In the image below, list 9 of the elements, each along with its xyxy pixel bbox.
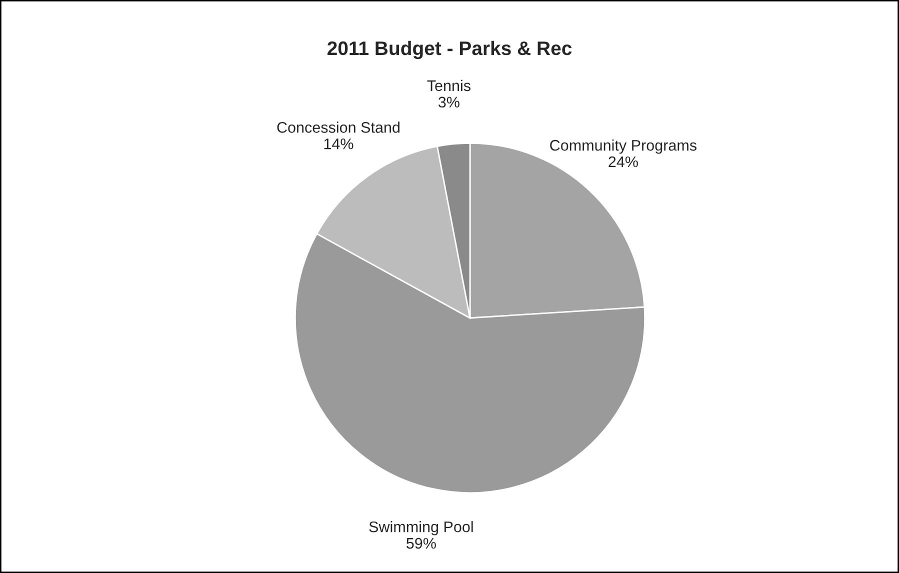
slice-label: Community Programs	[550, 140, 696, 154]
data-label: 59%	[406, 538, 436, 549]
slice-label: Tennis	[427, 80, 470, 92]
slice-label: Swimming Pool	[369, 521, 473, 536]
slice-label: Concession Stand	[277, 122, 400, 133]
chart-title: 2011 Budget - Parks & Rec	[328, 40, 572, 60]
data-label: 3%	[438, 96, 460, 108]
data-label: 14%	[324, 138, 354, 150]
data-label: 24%	[608, 156, 638, 168]
